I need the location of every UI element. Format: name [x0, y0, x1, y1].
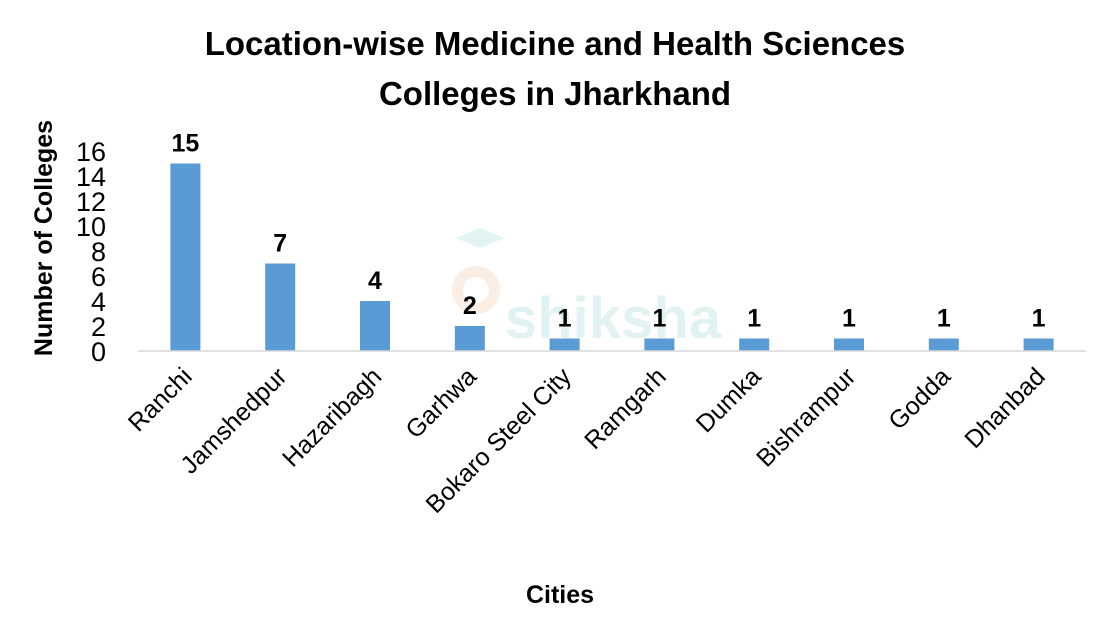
data-label: 7 — [273, 230, 287, 258]
y-tick-label: 16 — [76, 137, 106, 167]
data-label: 1 — [937, 305, 951, 333]
data-label: 4 — [368, 267, 382, 295]
data-label: 1 — [747, 305, 761, 333]
y-tick-label: 0 — [91, 337, 106, 367]
y-tick-label: 4 — [91, 287, 106, 317]
y-tick-label: 2 — [91, 312, 106, 342]
bar — [928, 338, 959, 351]
bar — [549, 338, 580, 351]
x-tick-label: Ramgarh — [579, 362, 672, 455]
chart-title-line-1: Location-wise Medicine and Health Scienc… — [205, 25, 906, 62]
x-tick-label: Godda — [883, 362, 956, 435]
bar — [1023, 338, 1054, 351]
svg-text:shiksha: shiksha — [505, 286, 722, 351]
y-tick-label: 10 — [76, 212, 106, 242]
data-label: 1 — [558, 305, 572, 333]
y-tick-label: 12 — [76, 187, 106, 217]
x-tick-label: Hazaribagh — [277, 362, 387, 472]
data-label: 2 — [463, 292, 477, 320]
x-tick-label: Dumka — [691, 362, 767, 438]
bar — [834, 338, 864, 351]
watermark-logo: shiksha — [452, 228, 722, 351]
x-tick-label: Dhanbad — [959, 362, 1051, 454]
bar — [644, 338, 675, 351]
bar — [739, 338, 770, 351]
bars: 15 7 4 2 1 1 1 1 1 1 — [170, 130, 1054, 351]
data-label: 1 — [652, 305, 666, 333]
data-label: 15 — [171, 130, 199, 158]
bar — [454, 326, 485, 351]
y-tick-label: 6 — [91, 262, 106, 292]
data-label: 1 — [1032, 305, 1046, 333]
y-tick-label: 8 — [91, 237, 106, 267]
y-axis-label: Number of Colleges — [30, 120, 58, 356]
bar — [170, 163, 201, 351]
x-tick-label: Ranchi — [123, 362, 198, 437]
x-tick-label: Bishrampur — [751, 362, 861, 472]
bar — [265, 263, 296, 351]
chart-title-line-2: Colleges in Jharkhand — [379, 75, 731, 112]
data-label: 1 — [842, 305, 856, 333]
bar — [360, 301, 390, 351]
x-axis-label: Cities — [526, 581, 594, 609]
y-tick-label: 14 — [76, 162, 106, 192]
x-tick-label: Garhwa — [400, 362, 482, 444]
